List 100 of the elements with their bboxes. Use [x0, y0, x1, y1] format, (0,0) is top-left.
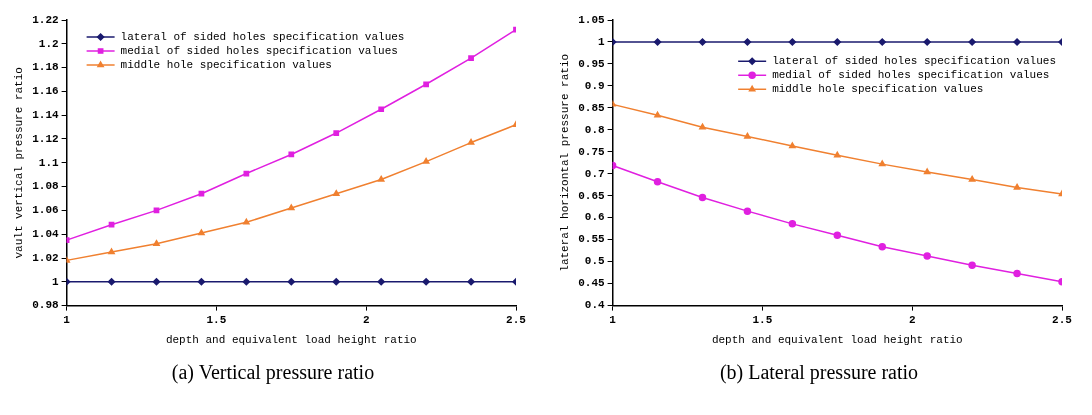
legend-label: middle hole specification values	[772, 83, 984, 96]
x-axis-title: depth and equivalent load height ratio	[711, 334, 963, 347]
x-tick-label: 1.5	[206, 313, 227, 326]
point	[287, 204, 295, 211]
point	[467, 138, 475, 145]
y-tick-label: 1.08	[32, 180, 59, 193]
y-tick-label: 1	[51, 275, 59, 288]
point	[377, 278, 385, 286]
legend-label: lateral of sided holes specification values	[772, 55, 1057, 68]
y-tick-label: 0.9	[584, 79, 605, 92]
x-tick-label: 1.5	[752, 313, 773, 326]
point	[699, 123, 706, 130]
point	[197, 278, 206, 286]
x-tick-label: 2.5	[506, 313, 527, 326]
point	[243, 218, 250, 225]
point	[923, 252, 931, 260]
point	[653, 177, 662, 186]
legend-label: middle hole specification values	[120, 58, 332, 71]
point	[968, 175, 976, 182]
text: (a) Vertical pressure ratio	[171, 361, 375, 384]
point	[698, 38, 707, 46]
point	[287, 278, 296, 286]
point	[467, 278, 475, 286]
point	[878, 38, 886, 46]
point	[198, 190, 205, 197]
point	[242, 278, 251, 286]
y-axis-title: lateral horizontal pressure ratio	[558, 53, 571, 272]
y-tick-label: 0.8	[584, 123, 605, 136]
y-tick-label: 0.85	[578, 101, 605, 114]
y-axis-title: vault vertical pressure ratio	[12, 67, 25, 259]
point	[423, 81, 429, 88]
y-tick-label: 0.65	[578, 189, 605, 202]
y-tick-label: 0.4	[584, 299, 605, 312]
y-tick-label: 0.98	[32, 299, 59, 312]
y-tick-label: 1.02	[32, 251, 59, 264]
point	[422, 157, 430, 164]
point	[107, 278, 116, 286]
point	[198, 229, 205, 236]
point	[332, 278, 340, 286]
point	[332, 189, 340, 196]
x-tick-label: 2	[908, 313, 916, 326]
x-tick-label: 1	[63, 313, 71, 326]
point	[968, 261, 976, 269]
y-tick-label: 0.6	[584, 211, 605, 224]
point	[1013, 269, 1021, 278]
point	[968, 38, 976, 46]
point	[153, 239, 160, 246]
y-tick-label: 1	[597, 35, 605, 48]
point	[698, 193, 707, 202]
point	[743, 207, 752, 215]
y-tick-label: 1.22	[32, 13, 59, 26]
x-tick-label: 2	[362, 313, 370, 326]
point	[152, 278, 161, 286]
point	[108, 221, 115, 228]
y-tick-label: 0.55	[578, 233, 605, 246]
point	[743, 38, 752, 46]
y-tick-label: 1.14	[32, 108, 59, 121]
point	[833, 151, 841, 158]
point	[744, 132, 751, 139]
x-tick-label: 1	[609, 313, 617, 326]
y-tick-label: 1.06	[32, 204, 59, 217]
text: (b) Lateral pressure ratio	[719, 361, 919, 384]
point	[333, 130, 340, 136]
y-tick-label: 1.12	[32, 132, 59, 145]
point	[468, 55, 474, 61]
point	[422, 278, 430, 286]
point	[243, 170, 250, 177]
point	[377, 175, 385, 182]
y-tick-label: 1.04	[32, 227, 59, 240]
y-tick-label: 1.1	[38, 156, 59, 169]
x-tick-label: 2.5	[1052, 313, 1073, 326]
y-tick-label: 0.95	[578, 57, 605, 70]
point	[833, 231, 842, 240]
point	[288, 151, 295, 158]
y-tick-label: 1.2	[38, 37, 59, 50]
y-tick-label: 1.18	[32, 61, 59, 74]
y-tick-label: 1.05	[578, 13, 605, 26]
point	[654, 111, 661, 118]
point	[788, 220, 797, 228]
y-tick-label: 0.5	[584, 255, 605, 268]
legend-label: medial of sided holes specification values	[120, 44, 398, 57]
y-tick-label: 0.7	[584, 167, 605, 180]
point	[108, 248, 115, 255]
point	[1013, 38, 1021, 46]
point	[788, 38, 797, 46]
point	[653, 38, 662, 46]
point	[1013, 183, 1021, 190]
y-tick-label: 0.45	[578, 277, 605, 290]
point	[789, 142, 796, 149]
point	[878, 160, 886, 167]
point	[833, 38, 842, 46]
legend-label: medial of sided holes specification values	[772, 69, 1050, 82]
y-tick-label: 0.75	[578, 145, 605, 158]
point	[378, 106, 385, 113]
legend-label: lateral of sided holes specification values	[120, 30, 405, 43]
y-tick-label: 1.16	[32, 85, 59, 98]
x-axis-title: depth and equivalent load height ratio	[165, 334, 417, 347]
point	[923, 38, 931, 46]
point	[878, 242, 886, 251]
point	[923, 168, 931, 175]
